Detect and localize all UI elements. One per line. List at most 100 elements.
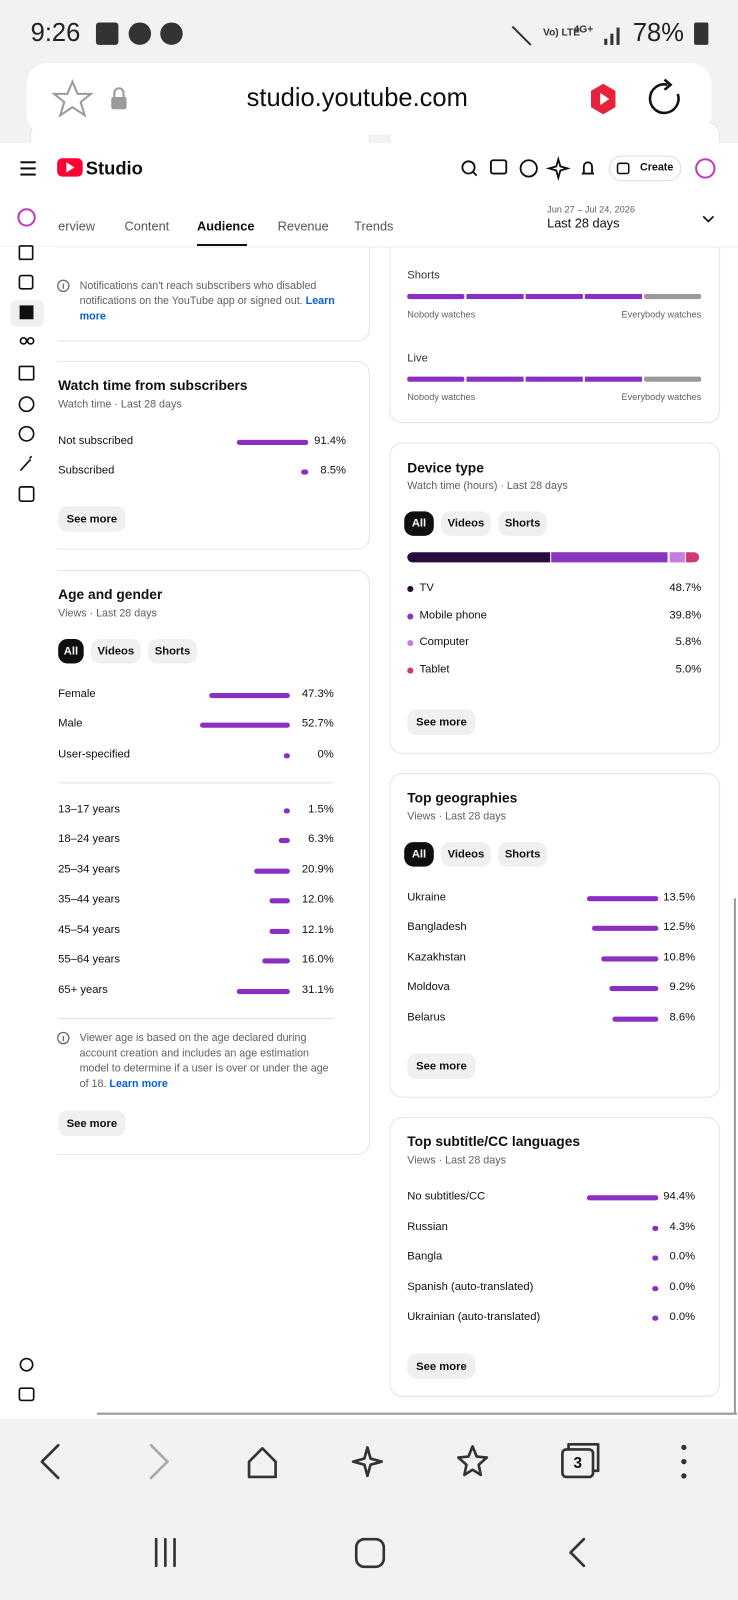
row-value: 94.4% — [663, 1190, 696, 1203]
bar — [209, 692, 290, 698]
tab[interactable]: Revenue — [277, 219, 329, 234]
bar — [254, 868, 290, 874]
card-subtitle: Watch time · Last 28 days — [58, 398, 182, 411]
row-value: 1.5% — [308, 803, 334, 816]
row-label: Kazakhstan — [407, 951, 466, 964]
row-value: 47.3% — [301, 688, 334, 701]
row-label: Bangladesh — [407, 920, 467, 934]
row-value: 4.3% — [669, 1220, 696, 1234]
row-value: 0% — [317, 748, 334, 761]
logo: Studio — [85, 157, 143, 179]
tab-count: 3 — [573, 1454, 582, 1472]
see-more-button[interactable]: See more — [407, 1053, 476, 1079]
row-value: 20.9% — [301, 863, 334, 876]
clock: 9:26 — [30, 18, 81, 48]
battery: 78% — [632, 18, 684, 48]
bar — [269, 897, 290, 903]
row-value: 10.8% — [663, 951, 696, 964]
stacked-segment — [669, 552, 685, 563]
bar — [586, 1194, 659, 1200]
row-value: 91.4% — [314, 434, 347, 448]
row-label: 13–17 years — [58, 803, 120, 816]
note-text: Viewer age is based on the age declared … — [79, 1031, 329, 1091]
row-value: 52.7% — [301, 717, 334, 730]
url[interactable]: studio.youtube.com — [246, 84, 468, 113]
legend-dot — [407, 639, 414, 647]
legend-dot — [407, 667, 414, 674]
retention-min: Nobody watches — [407, 392, 476, 403]
filter-chip[interactable]: Shorts — [498, 842, 548, 867]
row-value: 0.0% — [669, 1250, 696, 1263]
row-value: 5.0% — [675, 663, 702, 676]
row-label: Moldova — [407, 981, 450, 994]
network: Vo) LTE — [543, 27, 581, 39]
row-label: 25–34 years — [58, 863, 120, 876]
row-label: Female — [58, 688, 96, 701]
row-label: 55–64 years — [58, 953, 120, 966]
row-value: 16.0% — [301, 953, 334, 966]
tab[interactable]: erview — [58, 219, 96, 234]
bar — [283, 807, 290, 813]
tab[interactable]: Trends — [354, 219, 394, 234]
row-label: 18–24 years — [58, 833, 120, 846]
see-more-button[interactable]: See more — [58, 1110, 126, 1137]
bar — [236, 439, 309, 445]
learn-more[interactable]: Learn more — [109, 1077, 168, 1091]
row-value: 8.6% — [669, 1011, 696, 1024]
filter-chip[interactable]: Shorts — [148, 638, 197, 664]
row-label: Computer — [419, 636, 469, 649]
bar — [301, 469, 309, 475]
row-label: Subscribed — [58, 464, 115, 477]
row-label: Mobile phone — [419, 609, 487, 622]
tab[interactable]: Audience — [196, 219, 255, 234]
row-value: 13.5% — [663, 891, 696, 904]
card-title: Top subtitle/CC languages — [407, 1133, 581, 1149]
see-more-button[interactable]: See more — [407, 709, 476, 735]
card-subtitle: Views · Last 28 days — [58, 607, 157, 621]
see-more-button[interactable]: See more — [407, 1353, 476, 1379]
tab[interactable]: Content — [124, 219, 170, 234]
bar — [652, 1285, 659, 1291]
row-label: No subtitles/CC — [407, 1190, 486, 1203]
row-label: Bangla — [407, 1250, 443, 1263]
row-label: Russian — [407, 1220, 448, 1234]
card-subtitle: Views · Last 28 days — [407, 1154, 506, 1168]
legend-dot — [407, 585, 414, 593]
bar — [612, 1016, 659, 1022]
filter-chip[interactable]: Videos — [440, 511, 491, 536]
row-value: 5.8% — [675, 636, 702, 649]
see-more-button[interactable]: See more — [58, 506, 126, 532]
bar — [652, 1254, 659, 1261]
bar — [601, 955, 659, 961]
date-period[interactable]: Last 28 days — [547, 216, 620, 231]
date-range: Jun 27 – Jul 24, 2026 — [547, 204, 635, 215]
row-label: 35–44 years — [58, 893, 120, 906]
create-button[interactable]: Create — [639, 161, 674, 174]
filter-chip[interactable]: Videos — [90, 638, 141, 664]
filter-chip[interactable]: All — [404, 842, 434, 867]
row-label: User-specified — [58, 748, 130, 761]
legend-dot — [407, 613, 414, 620]
filter-chip[interactable]: Videos — [440, 842, 491, 867]
row-value: 8.5% — [320, 464, 347, 477]
note-text: Notifications can't reach subscribers wh… — [79, 279, 317, 308]
filter-chip[interactable]: Shorts — [498, 511, 548, 536]
row-value: 12.1% — [301, 923, 334, 937]
stacked-segment — [686, 552, 700, 563]
bar — [652, 1225, 659, 1231]
retention-min: Nobody watches — [407, 309, 476, 320]
row-label: Ukraine — [407, 891, 446, 904]
note: Notifications can't reach subscribers wh… — [80, 279, 337, 325]
filter-chip[interactable]: All — [404, 511, 434, 536]
row-value: 39.8% — [669, 609, 702, 622]
row-value: 0.0% — [669, 1310, 696, 1323]
stacked-segment — [551, 552, 668, 563]
row-value: 9.2% — [669, 981, 696, 994]
learn-more[interactable]: Learn more — [79, 294, 335, 323]
bar — [652, 1315, 659, 1321]
filter-chip[interactable]: All — [58, 638, 84, 664]
row-label: Spanish (auto-translated) — [407, 1281, 534, 1294]
bar — [200, 722, 290, 728]
card-title: Device type — [407, 459, 484, 476]
